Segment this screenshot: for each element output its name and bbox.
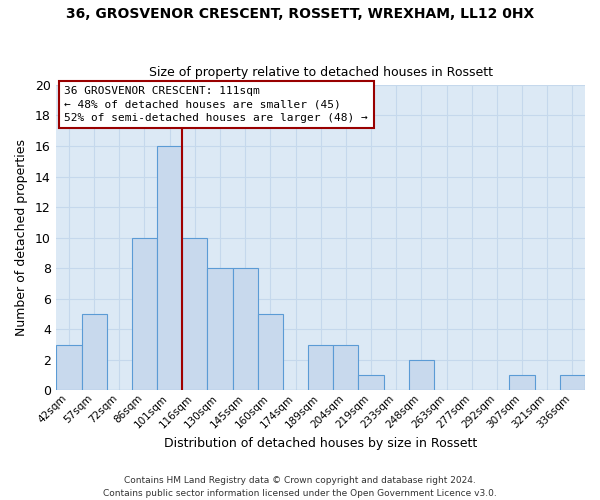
Text: Contains HM Land Registry data © Crown copyright and database right 2024.
Contai: Contains HM Land Registry data © Crown c…	[103, 476, 497, 498]
Text: 36, GROSVENOR CRESCENT, ROSSETT, WREXHAM, LL12 0HX: 36, GROSVENOR CRESCENT, ROSSETT, WREXHAM…	[66, 8, 534, 22]
Bar	[132, 238, 157, 390]
Bar	[208, 268, 233, 390]
X-axis label: Distribution of detached houses by size in Rossett: Distribution of detached houses by size …	[164, 437, 478, 450]
Bar	[182, 238, 208, 390]
Title: Size of property relative to detached houses in Rossett: Size of property relative to detached ho…	[149, 66, 493, 80]
Bar	[308, 344, 333, 391]
Y-axis label: Number of detached properties: Number of detached properties	[15, 139, 28, 336]
Bar	[560, 375, 585, 390]
Bar	[358, 375, 383, 390]
Bar	[157, 146, 182, 390]
Bar	[56, 344, 82, 391]
Bar	[509, 375, 535, 390]
Bar	[409, 360, 434, 390]
Bar	[333, 344, 358, 391]
Text: 36 GROSVENOR CRESCENT: 111sqm
← 48% of detached houses are smaller (45)
52% of s: 36 GROSVENOR CRESCENT: 111sqm ← 48% of d…	[64, 86, 368, 123]
Bar	[82, 314, 107, 390]
Bar	[258, 314, 283, 390]
Bar	[233, 268, 258, 390]
